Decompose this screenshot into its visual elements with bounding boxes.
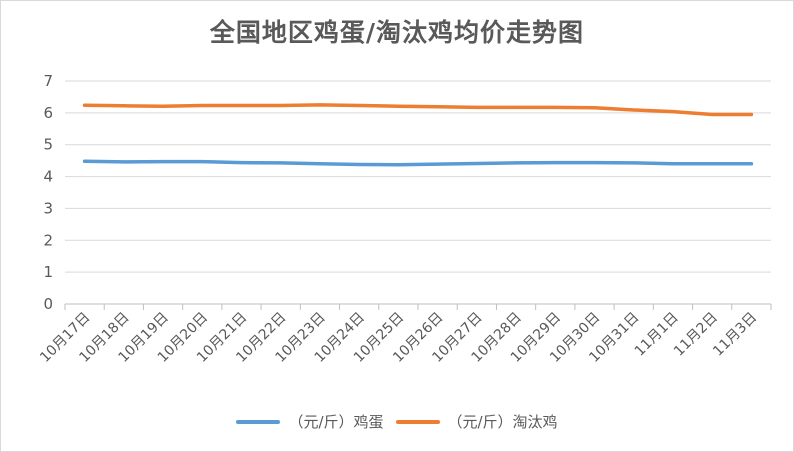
- y-tick-label: 0: [43, 295, 53, 313]
- data-point: [671, 109, 675, 114]
- data-point: [122, 160, 126, 164]
- data-point: [396, 163, 400, 167]
- data-point: [83, 159, 87, 163]
- data-point: [239, 160, 244, 165]
- data-point: [514, 105, 518, 110]
- y-tick-label: 1: [43, 263, 53, 281]
- data-point: [749, 162, 753, 166]
- data-point: [632, 108, 636, 112]
- data-point: [83, 103, 87, 107]
- data-point: [671, 162, 675, 166]
- data-point: [475, 105, 479, 110]
- data-point: [161, 159, 165, 164]
- data-point: [122, 104, 126, 108]
- data-point: [239, 103, 244, 108]
- legend-label: （元/斤）鸡蛋: [288, 413, 384, 431]
- legend-swatch: [236, 419, 281, 424]
- data-point: [553, 160, 557, 165]
- x-tick-label: 11月3日: [710, 310, 760, 360]
- series-line-1: [82, 159, 754, 167]
- data-point: [318, 162, 322, 166]
- data-point: [710, 162, 714, 166]
- legend: （元/斤）鸡蛋 （元/斤）淘汰鸡: [1, 411, 793, 432]
- y-tick-label: 6: [43, 104, 53, 122]
- legend-entry-1: （元/斤）鸡蛋: [236, 411, 384, 432]
- data-point: [396, 104, 400, 108]
- data-point: [279, 161, 283, 165]
- data-point: [514, 161, 518, 165]
- data-point: [710, 112, 714, 117]
- data-point: [357, 103, 361, 108]
- data-point: [200, 103, 204, 108]
- data-point: [318, 103, 322, 107]
- data-point: [592, 106, 597, 110]
- data-point: [161, 104, 165, 108]
- data-point: [749, 112, 753, 117]
- data-point: [632, 161, 636, 165]
- data-point: [553, 105, 557, 110]
- y-tick-label: 5: [43, 136, 53, 154]
- data-point: [475, 161, 479, 166]
- y-tick-label: 4: [43, 168, 53, 186]
- data-point: [592, 160, 597, 165]
- legend-swatch: [395, 419, 440, 424]
- y-tick-label: 2: [43, 231, 53, 249]
- data-point: [279, 103, 283, 108]
- data-point: [436, 105, 440, 109]
- series-line-2: [82, 103, 754, 117]
- data-point: [200, 159, 204, 164]
- legend-label: （元/斤）淘汰鸡: [447, 413, 558, 431]
- data-point: [436, 162, 440, 166]
- legend-entry-2: （元/斤）淘汰鸡: [395, 411, 558, 432]
- chart-title: 全国地区鸡蛋/淘汰鸡均价走势图: [209, 18, 585, 47]
- y-tick-label: 7: [43, 72, 53, 90]
- data-point: [357, 162, 361, 167]
- y-tick-label: 3: [43, 199, 53, 217]
